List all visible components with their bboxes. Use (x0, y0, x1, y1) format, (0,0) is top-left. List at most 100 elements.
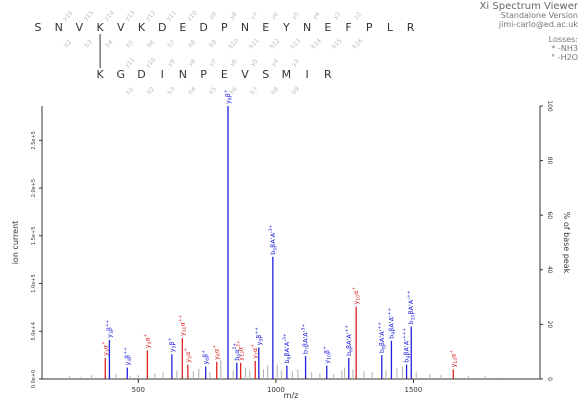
y-tick-label: 0.0e+0 (31, 370, 37, 388)
peak-label: b7βA'A'3+ (301, 324, 312, 355)
beta-residue: E (221, 68, 228, 81)
alpha-y-ion-label: y6 (270, 11, 280, 21)
peak-label: b10βA'A'++ (406, 290, 417, 324)
beta-b-ion-label: b8 (270, 86, 280, 96)
alpha-b-ion-label: b6 (146, 39, 156, 49)
x-tick-label: 500 (132, 386, 145, 394)
beta-residue: D (137, 68, 145, 81)
x-tick-label: 1000 (267, 386, 285, 394)
peak-label: y10β+ (322, 346, 333, 364)
peak-label: y5β+ (167, 337, 178, 352)
beta-y-ion-label: y4 (270, 58, 280, 68)
beta-residue: G (117, 68, 126, 81)
y-tick-label: 2.5e+5 (31, 131, 37, 149)
beta-residue: I (161, 68, 164, 81)
alpha-residue: R (407, 21, 415, 34)
alpha-residue: P (366, 21, 373, 34)
y2-tick-label: 60 (546, 211, 553, 219)
peak-label: y3β++ (104, 319, 115, 338)
alpha-b-ion-label: b3 (84, 39, 94, 49)
beta-b-ion-label: b5 (208, 86, 218, 96)
alpha-residue: P (221, 21, 228, 34)
beta-b-ion-label: b9 (291, 86, 301, 96)
beta-y-ion-label: y9 (166, 58, 176, 68)
alpha-b-ion-label: b8 (187, 39, 197, 49)
peak-label: y14α+ (448, 350, 459, 368)
alpha-y-ion-label: y8 (229, 11, 239, 21)
peak-label: y10α++ (177, 314, 188, 336)
app-contact: jimi-carlo@ed.ac.uk (498, 20, 578, 29)
alpha-b-ion-label: b2 (63, 39, 73, 49)
alpha-b-ion-label: b7 (166, 39, 176, 49)
beta-b-ion-label: b6 (228, 86, 238, 96)
alpha-y-ion-label: y3 (332, 11, 342, 21)
alpha-residue: F (345, 21, 351, 34)
alpha-residue: K (138, 21, 146, 34)
peak-label: b6βA'A'++ (344, 325, 355, 356)
alpha-residue: K (96, 21, 104, 34)
app-info: Xi Spectrum Viewer Standalone Version ji… (479, 1, 578, 63)
alpha-y-ion-label: y9 (208, 11, 218, 21)
beta-residue: N (179, 68, 187, 81)
alpha-residue: E (179, 21, 186, 34)
y-tick-label: 2.0e+5 (31, 179, 37, 197)
beta-b-ion-label: b3 (166, 86, 176, 96)
alpha-residue: E (262, 21, 269, 34)
y2-tick-label: 0 (546, 377, 553, 381)
alpha-y-ion-label: y5 (291, 11, 301, 21)
x-axis-title: m/z (284, 391, 299, 400)
y2-tick-label: 20 (546, 321, 553, 329)
y-tick-label: 1.0e+5 (31, 274, 37, 292)
beta-y-ion-label: y6 (229, 58, 239, 68)
peak-label: b9βA'A'+++ (402, 328, 413, 363)
peak-label: b5βA'A'3+ (268, 224, 279, 255)
peak-label: y3α+ (100, 341, 111, 356)
peak-label: b6βA'A'3+ (282, 333, 293, 364)
beta-y-ion-label: y5 (249, 58, 259, 68)
beta-residue: S (262, 68, 269, 81)
beta-b-ion-label: b2 (146, 86, 156, 96)
alpha-y-ion-label: y7 (249, 11, 259, 21)
beta-residue: I (305, 68, 308, 81)
alpha-residue: L (387, 21, 394, 34)
alpha-b-ion-label: b5 (125, 39, 135, 49)
y2-tick-label: 100 (546, 100, 553, 112)
peptide-sequence-panel: S N V K V K D E D P N E Y N E F P L Rb2 b3 b4 b5 b6 b7 b8 b9 b10 b1… (35, 9, 415, 96)
alpha-residue: N (55, 21, 63, 34)
loss-item-nh3: * -NH3 (551, 44, 578, 53)
peak-label: y13α2+ (236, 340, 247, 361)
peak-label: y10α+ (351, 287, 362, 305)
x-tick-label: 1500 (405, 386, 423, 394)
beta-residue: V (241, 68, 249, 81)
peak-label: y4α+ (142, 333, 153, 348)
peak-label: y4β++ (122, 347, 133, 366)
beta-residue: M (282, 68, 292, 81)
alpha-residue: V (117, 21, 125, 34)
peak-label: y7α+ (250, 344, 261, 359)
y2-axis-title: % of base peak (562, 212, 571, 274)
alpha-b-ion-label: b9 (208, 39, 218, 49)
alpha-residue: D (158, 21, 166, 34)
alpha-b-ion-label: b4 (104, 39, 114, 49)
app-version: Standalone Version (500, 11, 578, 20)
y-tick-label: 1.5e+5 (31, 227, 37, 245)
loss-item-h2o: ° -H2O (551, 53, 578, 62)
peak-label: y6α+ (212, 345, 223, 360)
y-tick-label: 5.0e+4 (31, 322, 37, 340)
beta-b-ion-label: b7 (249, 86, 259, 96)
losses-heading: Losses: (548, 35, 578, 44)
peak-label: b6α2+ (232, 343, 243, 361)
y-axis-title: ion current (11, 221, 20, 265)
beta-b-ion-label: b4 (187, 86, 197, 96)
peak-label: b8βA'A'++ (377, 322, 388, 353)
beta-y-ion-label: y8 (187, 58, 197, 68)
alpha-residue: E (324, 21, 331, 34)
alpha-residue: Y (282, 21, 290, 34)
alpha-residue: V (76, 21, 84, 34)
peak-label: y9β++ (254, 327, 265, 346)
alpha-y-ion-label: y4 (311, 11, 321, 21)
app-title: Xi Spectrum Viewer (479, 1, 578, 12)
peak-label: y5α+ (183, 348, 194, 363)
beta-residue: R (324, 68, 332, 81)
